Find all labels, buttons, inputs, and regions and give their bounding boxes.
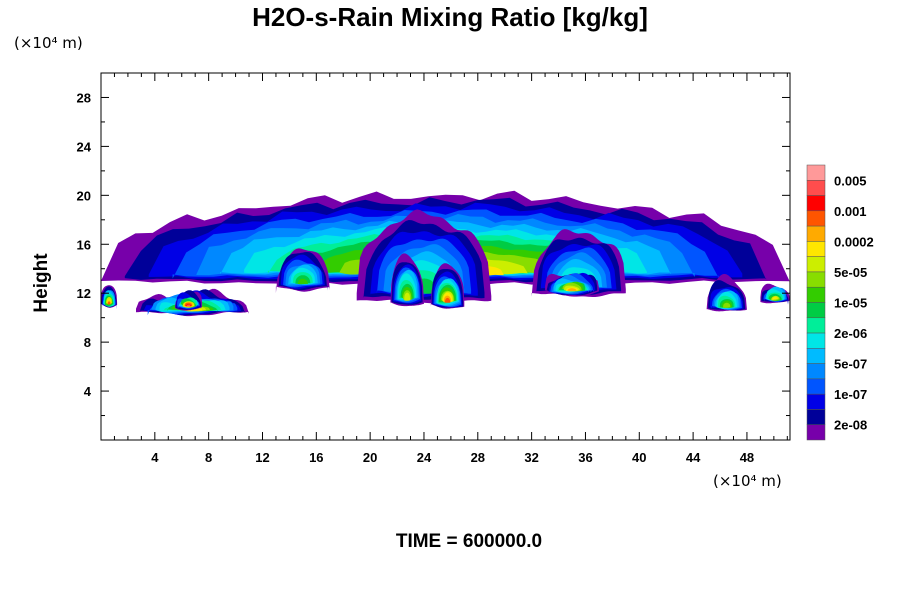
rain-field <box>101 190 790 317</box>
colorbar-label: 0.001 <box>834 204 867 219</box>
colorbar-swatch <box>806 332 826 349</box>
x-tick-label: 40 <box>632 450 646 465</box>
x-tick-label: 8 <box>205 450 212 465</box>
x-tick-label: 44 <box>686 450 701 465</box>
y-tick-label: 24 <box>77 139 92 154</box>
colorbar-swatch <box>806 195 826 212</box>
colorbar-swatch <box>806 302 826 319</box>
x-tick-label: 16 <box>309 450 323 465</box>
colorbar-swatch <box>806 393 826 410</box>
y-tick-label: 4 <box>84 384 92 399</box>
x-tick-label: 24 <box>417 450 432 465</box>
colorbar: 0.005 0.001 0.0002 5e-05 1e-05 2e-06 5e-07 1e-0… <box>806 164 874 441</box>
y-tick-label: 20 <box>77 188 91 203</box>
colorbar-label: 0.0002 <box>834 234 874 249</box>
colorbar-swatch <box>806 317 826 334</box>
plot-frame <box>100 72 791 441</box>
colorbar-swatch <box>806 378 826 395</box>
x-tick-label: 36 <box>578 450 592 465</box>
contour-band <box>297 278 308 285</box>
y-tick-label: 8 <box>84 335 91 350</box>
colorbar-label: 1e-05 <box>834 296 867 311</box>
y-tick-label: 12 <box>77 286 91 301</box>
chart-title: H2O-s-Rain Mixing Ratio [kg/kg] <box>252 2 648 32</box>
colorbar-swatch <box>806 180 826 196</box>
colorbar-swatch <box>806 348 826 364</box>
colorbar-swatch <box>806 409 826 425</box>
x-tick-label: 12 <box>255 450 269 465</box>
colorbar-label: 1e-07 <box>834 387 867 402</box>
colorbar-swatch <box>806 271 826 288</box>
x-tick-label: 28 <box>471 450 485 465</box>
colorbar-swatch <box>806 164 826 181</box>
contour-band <box>723 302 731 308</box>
x-tick-label: 48 <box>740 450 754 465</box>
colorbar-label: 0.005 <box>834 173 867 188</box>
colorbar-label: 2e-06 <box>834 326 867 341</box>
colorbar-swatch <box>806 241 826 257</box>
x-axis-unit: (×10⁴ m) <box>713 472 782 490</box>
colorbar-label: 5e-07 <box>834 357 867 372</box>
y-tick-label: 16 <box>77 237 91 252</box>
contour-band <box>444 297 451 303</box>
contour-band <box>186 304 191 307</box>
x-tick-label: 32 <box>524 450 538 465</box>
time-label: TIME = 600000.0 <box>395 531 543 552</box>
colorbar-swatch <box>806 286 826 303</box>
x-axis-ticks: 4 8 12 16 20 24 28 32 36 40 44 48 <box>100 73 788 465</box>
y-axis-unit: (×10⁴ m) <box>14 34 83 52</box>
contour-band <box>404 292 411 301</box>
colorbar-swatch <box>806 225 826 242</box>
x-tick-label: 4 <box>151 450 159 465</box>
colorbar-label: 5e-05 <box>834 265 867 280</box>
colorbar-swatch <box>806 210 826 227</box>
y-axis-ticks: 4 8 12 16 20 24 28 <box>77 72 790 441</box>
contour-band <box>107 301 111 305</box>
contour-band <box>772 297 778 300</box>
colorbar-swatch <box>806 256 826 273</box>
colorbar-swatch <box>806 363 826 380</box>
colorbar-label: 2e-08 <box>834 418 867 433</box>
contour-band <box>567 288 577 291</box>
y-tick-label: 28 <box>77 90 91 105</box>
x-tick-label: 20 <box>363 450 377 465</box>
colorbar-swatch <box>806 424 826 441</box>
